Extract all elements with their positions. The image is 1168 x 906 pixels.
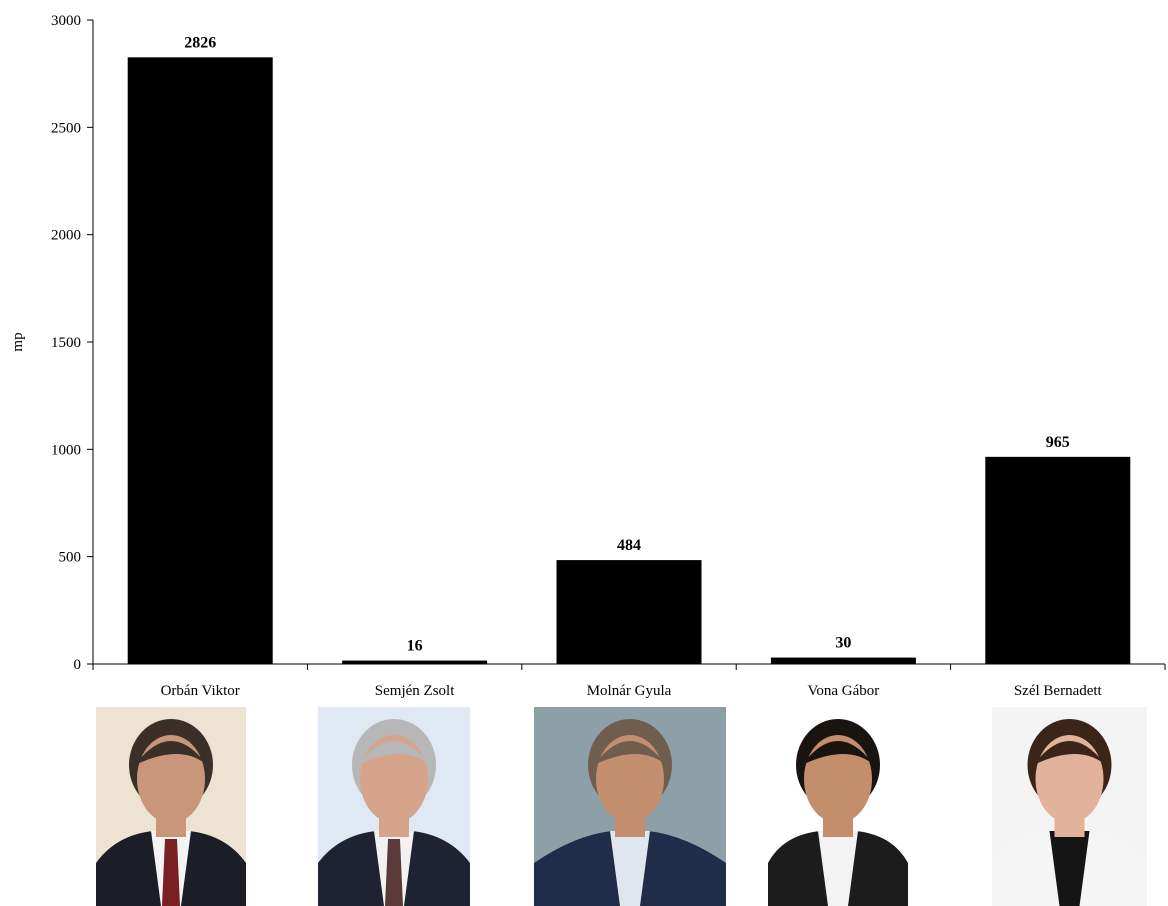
y-axis-title: mp [10,332,26,351]
photo-hair-fringe [594,741,666,765]
category-labels: Orbán Viktor Semjén Zsolt Molnár Gyula Vona… [161,683,1103,699]
category-label: Molnár Gyula [587,683,672,699]
bar [342,660,488,664]
data-labels: 2826 16 484 30 965 [184,34,1070,654]
y-tick-label: 1500 [51,335,81,351]
photo-hair-fringe [135,741,207,765]
photo-shirt [818,831,858,906]
photo-tie [162,839,180,906]
y-tick-label: 0 [74,657,82,673]
photo-tie [385,839,403,906]
bar [770,657,916,664]
y-tick-label: 2500 [51,120,81,136]
data-label: 2826 [184,34,216,51]
portrait-icon [768,707,908,906]
data-label: 965 [1046,434,1070,451]
y-tick-label: 1000 [51,442,81,458]
category-label: Orbán Viktor [161,683,240,699]
portrait-icon [96,707,246,906]
bar [985,456,1131,664]
portrait-icon [318,707,470,906]
bar [556,560,702,664]
portrait-icon [992,707,1147,906]
category-label: Semjén Zsolt [375,683,455,699]
data-label: 16 [407,638,423,655]
portrait-icon [534,707,726,906]
data-label: 30 [835,635,851,652]
y-tick-label: 2000 [51,228,81,244]
bar [127,57,273,665]
photo-hair-fringe [802,741,874,765]
photo-hair-fringe [358,741,430,765]
photo-hair-fringe [1033,741,1106,765]
y-tick-label: 500 [59,550,82,566]
x-axis [92,663,1166,670]
photo-shirt [610,831,650,906]
bars [127,57,1131,665]
category-label: Szél Bernadett [1014,683,1103,699]
portrait-photos [96,707,1147,906]
y-tick-label: 3000 [51,13,81,29]
photo-shirt [1049,831,1090,906]
data-label: 484 [617,537,641,554]
y-axis: 0 500 1000 1500 2000 2500 3000 [51,13,94,673]
category-label: Vona Gábor [808,683,880,699]
